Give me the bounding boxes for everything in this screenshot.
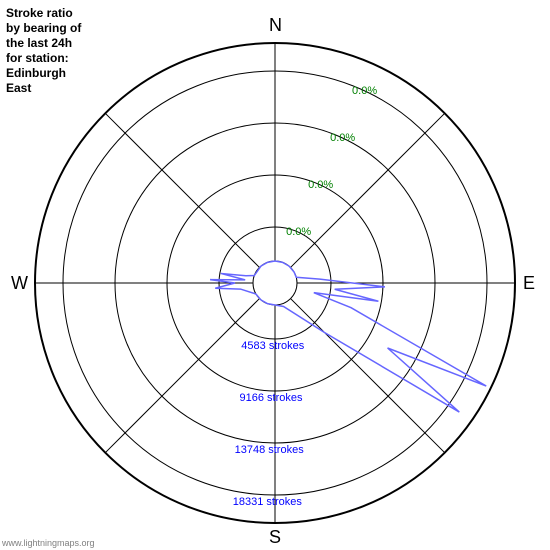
polar-chart <box>0 0 550 550</box>
ring-label-strokes: 18331 strokes <box>233 496 302 508</box>
grid-spoke <box>105 299 259 453</box>
grid-spoke <box>105 113 259 267</box>
ring-label-percent: 0.0% <box>352 85 377 97</box>
ring-label-percent: 0.0% <box>330 132 355 144</box>
ring-label-percent: 0.0% <box>308 179 333 191</box>
ring-label-strokes: 4583 strokes <box>241 340 304 352</box>
ring-label-percent: 0.0% <box>286 226 311 238</box>
attribution-text: www.lightningmaps.org <box>2 538 95 548</box>
cardinal-n: N <box>269 15 282 36</box>
stroke-rose <box>210 261 486 412</box>
grid-spoke <box>291 299 445 453</box>
ring-label-strokes: 9166 strokes <box>239 392 302 404</box>
cardinal-e: E <box>523 273 535 294</box>
ring-label-strokes: 13748 strokes <box>235 444 304 456</box>
cardinal-w: W <box>11 273 28 294</box>
cardinal-s: S <box>269 527 281 548</box>
